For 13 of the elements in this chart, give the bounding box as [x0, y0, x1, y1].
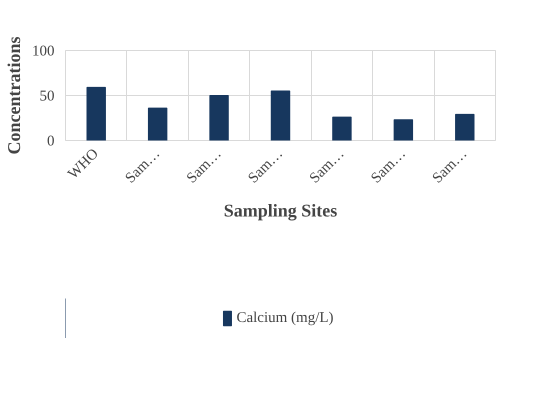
bar [270, 90, 290, 140]
bar [209, 95, 229, 140]
bar [86, 86, 106, 140]
x-axis-title: Sampling Sites [224, 200, 338, 220]
y-tick-label: 50 [40, 88, 54, 104]
bar [394, 119, 414, 140]
y-tick-label: 100 [32, 44, 54, 60]
y-axis-title: Concentrations [4, 36, 24, 154]
legend-label: Calcium (mg/L) [236, 310, 334, 326]
y-tick-label: 0 [47, 134, 54, 150]
bar [148, 108, 168, 140]
bar [455, 114, 474, 140]
bar [332, 116, 352, 140]
